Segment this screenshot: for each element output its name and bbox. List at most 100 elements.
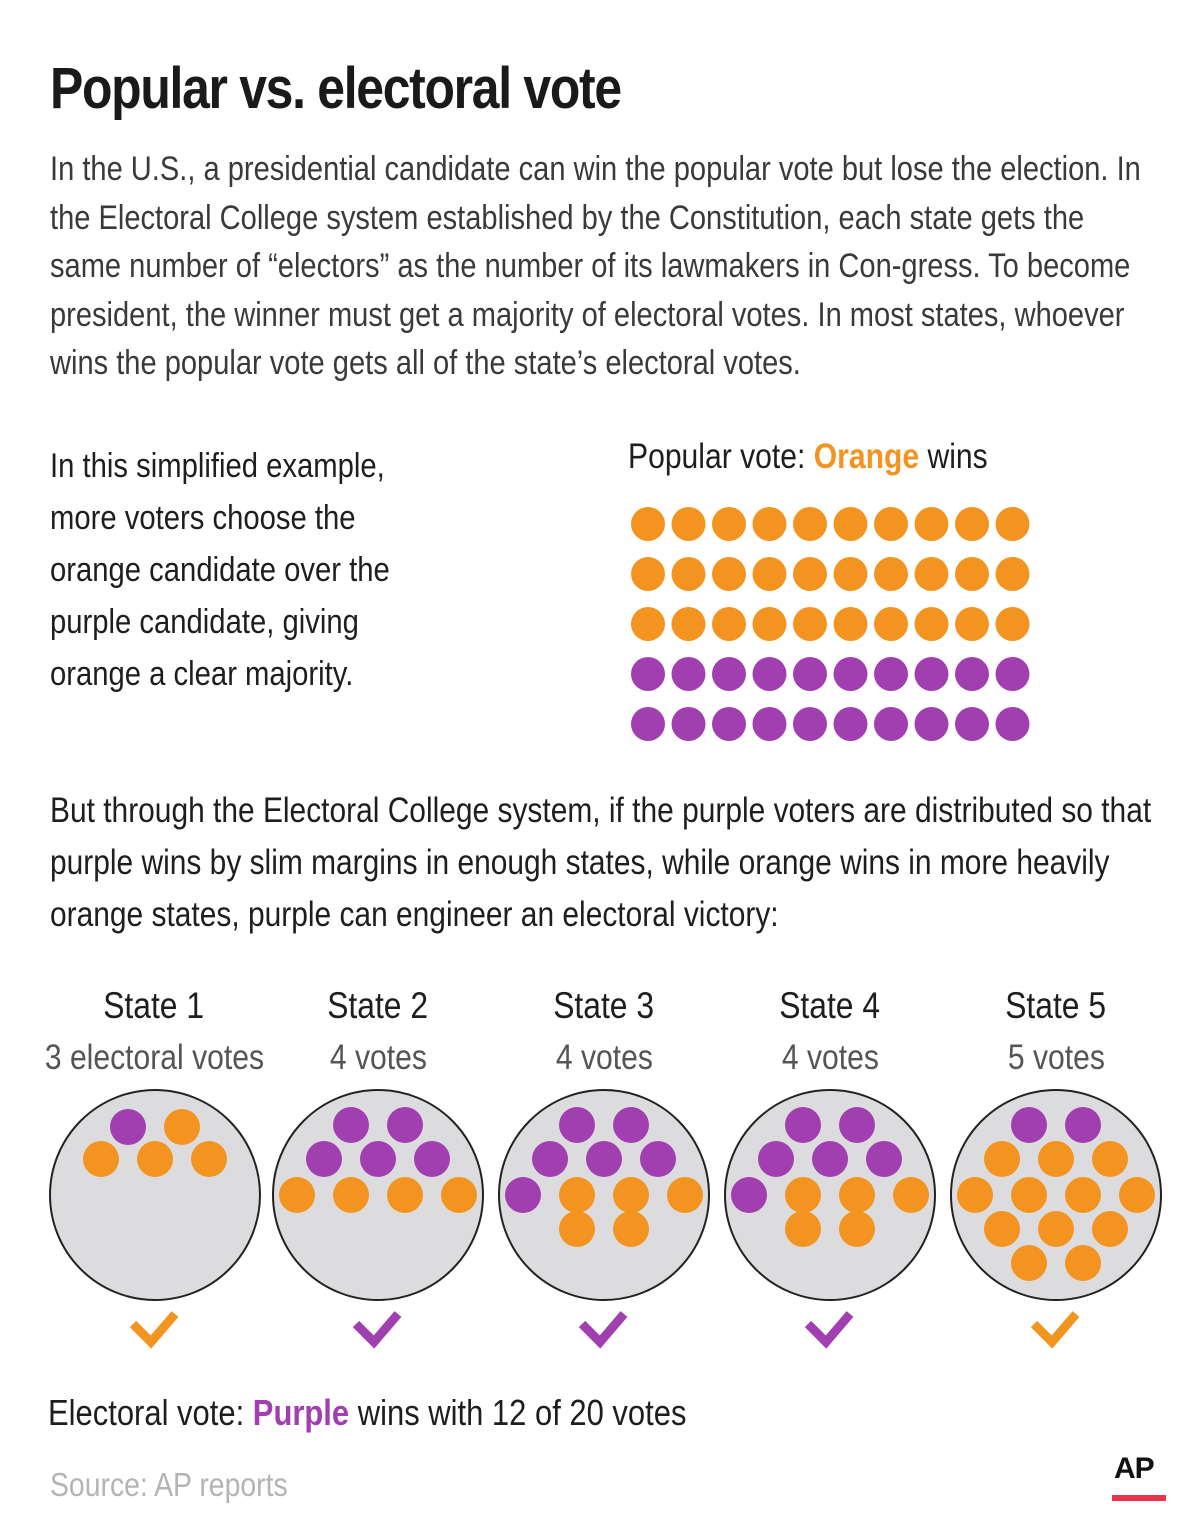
electoral-result-suffix: wins with 12 of 20 votes — [349, 1392, 687, 1433]
orange-voter-dot — [752, 607, 787, 641]
purple-voter-dot — [874, 657, 908, 691]
state-3-name: State 3 — [553, 985, 655, 1026]
orange-voter-dot — [712, 607, 746, 641]
orange-voter-dot — [1038, 1141, 1074, 1177]
electoral-result-winner: Purple — [252, 1392, 350, 1433]
purple-voter-dot — [671, 657, 706, 691]
orange-voter-dot — [752, 507, 787, 541]
orange-voter-dot — [839, 1211, 875, 1247]
orange-voter-dot — [914, 557, 949, 591]
orange-voter-dot — [893, 1177, 929, 1213]
purple-voter-dot — [613, 1107, 649, 1143]
purple-voter-dot — [360, 1141, 396, 1177]
state-2-winner-check-icon — [352, 1311, 402, 1349]
popular-vote-winner: Orange — [813, 437, 920, 476]
purple-voter-dot — [333, 1107, 369, 1143]
orange-voter-dot — [874, 607, 908, 641]
orange-voter-dot — [995, 607, 1030, 641]
orange-voter-dot — [833, 507, 868, 541]
purple-voter-dot — [752, 657, 787, 691]
orange-voter-dot — [137, 1141, 173, 1177]
orange-voter-dot — [83, 1141, 119, 1177]
popular-vote-dot-grid — [631, 507, 1030, 741]
purple-voter-dot — [758, 1141, 794, 1177]
source-note: Source: AP reports — [50, 1466, 288, 1503]
orange-voter-dot — [833, 607, 868, 641]
purple-voter-dot — [414, 1141, 450, 1177]
orange-voter-dot — [1011, 1177, 1047, 1213]
state-1-votes: 3 electoral votes — [44, 1038, 264, 1077]
orange-voter-dot — [984, 1211, 1020, 1247]
purple-voter-dot — [640, 1141, 676, 1177]
state-3-winner-check-icon — [578, 1311, 628, 1349]
orange-voter-dot — [631, 557, 665, 591]
orange-voter-dot — [712, 557, 746, 591]
orange-voter-dot — [1092, 1211, 1128, 1247]
orange-voter-dot — [957, 1177, 993, 1213]
purple-voter-dot — [306, 1141, 342, 1177]
purple-voter-dot — [955, 657, 989, 691]
purple-voter-dot — [631, 657, 665, 691]
orange-voter-dot — [671, 557, 706, 591]
popular-vote-suffix: wins — [919, 437, 988, 476]
ap-logo-bar — [1112, 1495, 1166, 1501]
state-1-name: State 1 — [103, 985, 205, 1026]
orange-voter-dot — [955, 557, 989, 591]
orange-voter-dot — [955, 607, 989, 641]
orange-voter-dot — [839, 1177, 875, 1213]
orange-voter-dot — [671, 607, 706, 641]
purple-voter-dot — [631, 707, 665, 741]
page-title: Popular vs. electoral vote — [50, 56, 622, 121]
orange-voter-dot — [1011, 1245, 1047, 1281]
purple-voter-dot — [712, 707, 746, 741]
intro-paragraph: In the U.S., a presidential candidate ca… — [50, 150, 1141, 382]
orange-voter-dot — [785, 1211, 821, 1247]
popular-vote-heading: Popular vote: Orange wins — [628, 437, 988, 477]
orange-voter-dot — [1119, 1177, 1155, 1213]
orange-voter-dot — [279, 1177, 315, 1213]
orange-voter-dot — [955, 507, 989, 541]
orange-voter-dot — [793, 507, 827, 541]
orange-voter-dot — [752, 557, 787, 591]
state-5-votes: 5 votes — [1007, 1038, 1105, 1077]
orange-voter-dot — [995, 557, 1030, 591]
purple-voter-dot — [586, 1141, 622, 1177]
orange-voter-dot — [559, 1211, 595, 1247]
purple-voter-dot — [839, 1107, 875, 1143]
orange-voter-dot — [1065, 1245, 1101, 1281]
orange-voter-dot — [712, 507, 746, 541]
orange-voter-dot — [164, 1109, 200, 1145]
popular-vote-prefix: Popular vote: — [628, 437, 814, 476]
purple-voter-dot — [995, 657, 1030, 691]
purple-voter-dot — [712, 657, 746, 691]
orange-voter-dot — [631, 607, 665, 641]
purple-voter-dot — [1011, 1107, 1047, 1143]
electoral-result-prefix: Electoral vote: — [48, 1392, 253, 1433]
purple-voter-dot — [955, 707, 989, 741]
example-paragraph: In this simplified example, more voters … — [50, 447, 390, 693]
orange-voter-dot — [671, 507, 706, 541]
orange-voter-dot — [1092, 1141, 1128, 1177]
state-5-name: State 5 — [1005, 985, 1107, 1026]
purple-voter-dot — [866, 1141, 902, 1177]
purple-voter-dot — [752, 707, 787, 741]
orange-voter-dot — [914, 607, 949, 641]
purple-voter-dot — [914, 657, 949, 691]
states-diagram — [49, 1089, 1162, 1349]
purple-voter-dot — [671, 707, 706, 741]
ap-logo: AP — [1114, 1452, 1155, 1485]
purple-voter-dot — [812, 1141, 848, 1177]
orange-voter-dot — [191, 1141, 227, 1177]
purple-voter-dot — [731, 1177, 767, 1213]
purple-voter-dot — [914, 707, 949, 741]
orange-voter-dot — [559, 1177, 595, 1213]
state-4-winner-check-icon — [804, 1311, 854, 1349]
orange-voter-dot — [667, 1177, 703, 1213]
purple-voter-dot — [793, 657, 827, 691]
orange-voter-dot — [793, 557, 827, 591]
orange-voter-dot — [793, 607, 827, 641]
electoral-explainer: But through the Electoral College system… — [50, 791, 1152, 934]
orange-voter-dot — [441, 1177, 477, 1213]
orange-voter-dot — [387, 1177, 423, 1213]
orange-voter-dot — [631, 507, 665, 541]
